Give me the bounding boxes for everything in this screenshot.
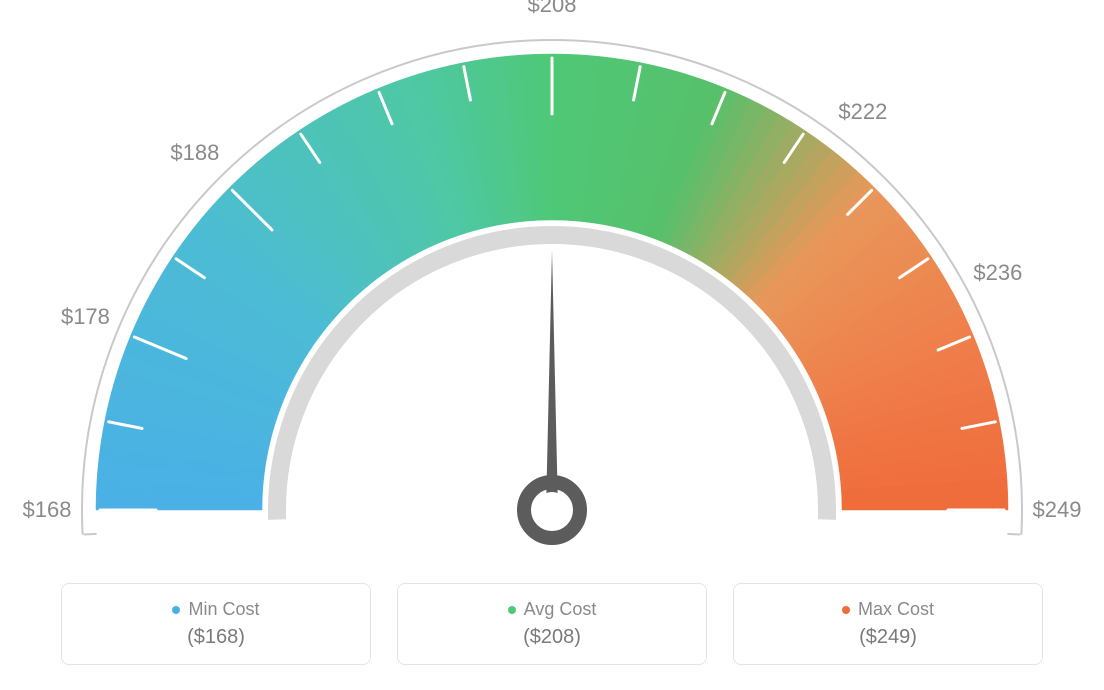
legend-card-avg: Avg Cost ($208)	[397, 583, 707, 665]
gauge-tick-label: $249	[1033, 497, 1082, 523]
gauge-tick-label: $222	[838, 99, 887, 125]
gauge-tick-label: $188	[170, 140, 219, 166]
dot-icon	[842, 606, 850, 614]
gauge-chart: $168 $178 $188 $208 $222 $236 $249	[0, 0, 1104, 560]
legend-avg-value: ($208)	[523, 626, 581, 649]
legend-card-max: Max Cost ($249)	[733, 583, 1043, 665]
gauge-tick-label: $168	[23, 497, 72, 523]
dot-icon	[172, 606, 180, 614]
legend-max-value: ($249)	[859, 626, 917, 649]
legend-min-label-row: Min Cost	[172, 599, 259, 620]
gauge-tick-label: $178	[61, 304, 110, 330]
gauge-tick-label: $208	[528, 0, 577, 18]
legend-max-label-row: Max Cost	[842, 599, 934, 620]
dot-icon	[508, 606, 516, 614]
cost-gauge-widget: $168 $178 $188 $208 $222 $236 $249 Min Cost ($…	[0, 0, 1104, 690]
legend-card-min: Min Cost ($168)	[61, 583, 371, 665]
legend-avg-label-row: Avg Cost	[508, 599, 597, 620]
legend-avg-label: Avg Cost	[524, 599, 597, 620]
legend-max-label: Max Cost	[858, 599, 934, 620]
legend-min-value: ($168)	[187, 626, 245, 649]
legend-min-label: Min Cost	[188, 599, 259, 620]
gauge-tick-label: $236	[973, 260, 1022, 286]
legend-row: Min Cost ($168) Avg Cost ($208) Max Cost…	[0, 583, 1104, 665]
